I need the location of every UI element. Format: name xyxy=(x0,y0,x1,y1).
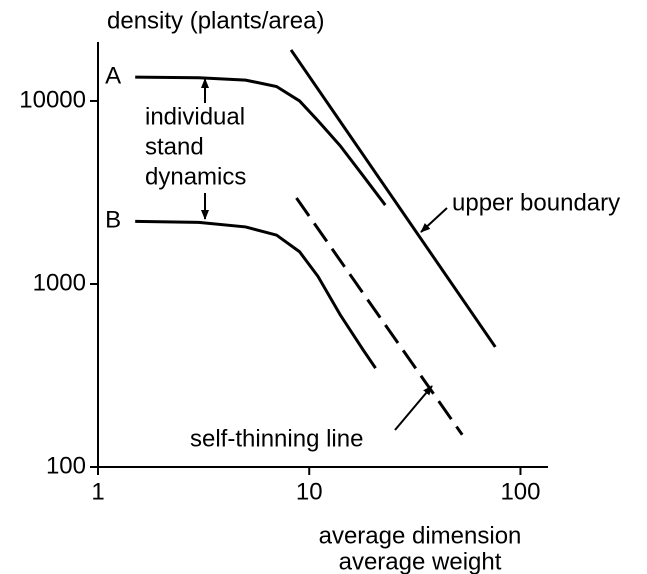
arrow xyxy=(394,385,433,431)
y-axis-label: density (plants/area) xyxy=(107,7,324,34)
series-line xyxy=(135,219,377,369)
y-tick-label: 10000 xyxy=(19,86,86,113)
x-tick-label: 100 xyxy=(500,478,540,505)
annotation: dynamics xyxy=(145,163,246,190)
x-axis-label: average dimension xyxy=(319,522,522,549)
annotation: stand xyxy=(145,133,204,160)
series-line xyxy=(289,49,497,348)
y-tick-label: 1000 xyxy=(33,269,86,296)
series-label: A xyxy=(105,62,121,89)
series-label: B xyxy=(105,207,121,234)
x-tick-label: 1 xyxy=(91,478,104,505)
x-tick-label: 10 xyxy=(296,478,323,505)
arrow xyxy=(420,207,448,233)
x-axis-label: average weight xyxy=(339,548,502,574)
series-line xyxy=(295,197,464,436)
y-tick-label: 100 xyxy=(46,452,86,479)
series-label: self-thinning line xyxy=(190,425,363,452)
annotation: individual xyxy=(145,103,245,130)
series-line xyxy=(135,75,387,206)
series-label: upper boundary xyxy=(452,189,620,216)
